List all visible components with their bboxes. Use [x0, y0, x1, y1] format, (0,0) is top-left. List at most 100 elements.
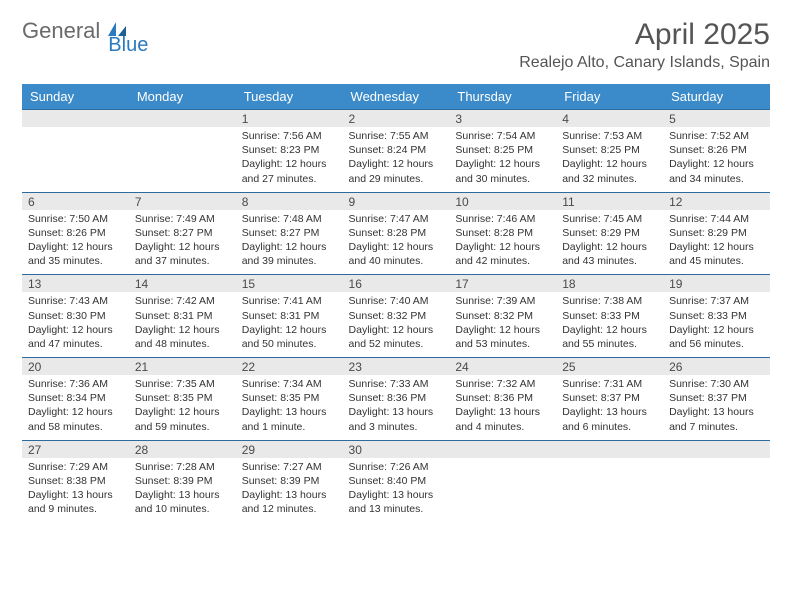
day-body: Sunrise: 7:55 AMSunset: 8:24 PMDaylight:…: [343, 127, 450, 192]
daylight-text: Daylight: 12 hours and 59 minutes.: [135, 405, 230, 433]
sunrise-text: Sunrise: 7:50 AM: [28, 212, 123, 226]
day-body: Sunrise: 7:54 AMSunset: 8:25 PMDaylight:…: [449, 127, 556, 192]
sunset-text: Sunset: 8:34 PM: [28, 391, 123, 405]
sunset-text: Sunset: 8:35 PM: [242, 391, 337, 405]
sunrise-text: Sunrise: 7:30 AM: [669, 377, 764, 391]
sunrise-text: Sunrise: 7:56 AM: [242, 129, 337, 143]
day-number: 30: [343, 440, 450, 458]
calendar-week-row: 13Sunrise: 7:43 AMSunset: 8:30 PMDayligh…: [22, 274, 770, 357]
calendar-day-cell: 5Sunrise: 7:52 AMSunset: 8:26 PMDaylight…: [663, 109, 770, 192]
sunset-text: Sunset: 8:39 PM: [135, 474, 230, 488]
calendar-day-cell: 14Sunrise: 7:42 AMSunset: 8:31 PMDayligh…: [129, 274, 236, 357]
sunset-text: Sunset: 8:31 PM: [135, 309, 230, 323]
sunrise-text: Sunrise: 7:47 AM: [349, 212, 444, 226]
day-body: Sunrise: 7:56 AMSunset: 8:23 PMDaylight:…: [236, 127, 343, 192]
daylight-text: Daylight: 12 hours and 52 minutes.: [349, 323, 444, 351]
daylight-text: Daylight: 13 hours and 12 minutes.: [242, 488, 337, 516]
sunset-text: Sunset: 8:32 PM: [455, 309, 550, 323]
day-body: Sunrise: 7:43 AMSunset: 8:30 PMDaylight:…: [22, 292, 129, 357]
daylight-text: Daylight: 12 hours and 30 minutes.: [455, 157, 550, 185]
calendar-day-cell: 7Sunrise: 7:49 AMSunset: 8:27 PMDaylight…: [129, 192, 236, 275]
sunset-text: Sunset: 8:39 PM: [242, 474, 337, 488]
day-body: Sunrise: 7:53 AMSunset: 8:25 PMDaylight:…: [556, 127, 663, 192]
sunset-text: Sunset: 8:30 PM: [28, 309, 123, 323]
calendar-header-row: SundayMondayTuesdayWednesdayThursdayFrid…: [22, 84, 770, 109]
day-number: 27: [22, 440, 129, 458]
sunset-text: Sunset: 8:29 PM: [669, 226, 764, 240]
daylight-text: Daylight: 12 hours and 42 minutes.: [455, 240, 550, 268]
day-number: 16: [343, 274, 450, 292]
day-number: 25: [556, 357, 663, 375]
sunrise-text: Sunrise: 7:52 AM: [669, 129, 764, 143]
sunrise-text: Sunrise: 7:27 AM: [242, 460, 337, 474]
sunrise-text: Sunrise: 7:43 AM: [28, 294, 123, 308]
daylight-text: Daylight: 13 hours and 3 minutes.: [349, 405, 444, 433]
daylight-text: Daylight: 12 hours and 32 minutes.: [562, 157, 657, 185]
day-body: Sunrise: 7:31 AMSunset: 8:37 PMDaylight:…: [556, 375, 663, 440]
daylight-text: Daylight: 13 hours and 6 minutes.: [562, 405, 657, 433]
sunrise-text: Sunrise: 7:40 AM: [349, 294, 444, 308]
sunrise-text: Sunrise: 7:44 AM: [669, 212, 764, 226]
sunrise-text: Sunrise: 7:41 AM: [242, 294, 337, 308]
day-body: Sunrise: 7:46 AMSunset: 8:28 PMDaylight:…: [449, 210, 556, 275]
day-number: 1: [236, 109, 343, 127]
day-body: Sunrise: 7:47 AMSunset: 8:28 PMDaylight:…: [343, 210, 450, 275]
calendar-week-row: 27Sunrise: 7:29 AMSunset: 8:38 PMDayligh…: [22, 440, 770, 523]
daylight-text: Daylight: 12 hours and 40 minutes.: [349, 240, 444, 268]
calendar-day-cell: 30Sunrise: 7:26 AMSunset: 8:40 PMDayligh…: [343, 440, 450, 523]
brand-part1: General: [22, 18, 100, 44]
sunset-text: Sunset: 8:28 PM: [455, 226, 550, 240]
daylight-text: Daylight: 12 hours and 53 minutes.: [455, 323, 550, 351]
sunrise-text: Sunrise: 7:37 AM: [669, 294, 764, 308]
sunset-text: Sunset: 8:27 PM: [135, 226, 230, 240]
sunrise-text: Sunrise: 7:48 AM: [242, 212, 337, 226]
calendar-day-cell: 28Sunrise: 7:28 AMSunset: 8:39 PMDayligh…: [129, 440, 236, 523]
day-number: [129, 109, 236, 127]
weekday-header: Wednesday: [343, 84, 450, 109]
calendar-day-cell: 12Sunrise: 7:44 AMSunset: 8:29 PMDayligh…: [663, 192, 770, 275]
day-number: [22, 109, 129, 127]
calendar-day-cell: 22Sunrise: 7:34 AMSunset: 8:35 PMDayligh…: [236, 357, 343, 440]
title-block: April 2025 Realejo Alto, Canary Islands,…: [519, 18, 770, 72]
day-number: 29: [236, 440, 343, 458]
sunrise-text: Sunrise: 7:38 AM: [562, 294, 657, 308]
sunset-text: Sunset: 8:32 PM: [349, 309, 444, 323]
calendar-day-cell: 10Sunrise: 7:46 AMSunset: 8:28 PMDayligh…: [449, 192, 556, 275]
day-number: 23: [343, 357, 450, 375]
weekday-header: Saturday: [663, 84, 770, 109]
day-number: 14: [129, 274, 236, 292]
daylight-text: Daylight: 13 hours and 7 minutes.: [669, 405, 764, 433]
brand-logo: General Blue: [22, 18, 170, 44]
calendar-day-cell: 24Sunrise: 7:32 AMSunset: 8:36 PMDayligh…: [449, 357, 556, 440]
sunrise-text: Sunrise: 7:53 AM: [562, 129, 657, 143]
day-body: Sunrise: 7:39 AMSunset: 8:32 PMDaylight:…: [449, 292, 556, 357]
day-body: Sunrise: 7:30 AMSunset: 8:37 PMDaylight:…: [663, 375, 770, 440]
weekday-header: Monday: [129, 84, 236, 109]
daylight-text: Daylight: 13 hours and 10 minutes.: [135, 488, 230, 516]
day-number: 15: [236, 274, 343, 292]
daylight-text: Daylight: 12 hours and 29 minutes.: [349, 157, 444, 185]
sunrise-text: Sunrise: 7:54 AM: [455, 129, 550, 143]
calendar-table: SundayMondayTuesdayWednesdayThursdayFrid…: [22, 84, 770, 522]
sunrise-text: Sunrise: 7:31 AM: [562, 377, 657, 391]
sunset-text: Sunset: 8:35 PM: [135, 391, 230, 405]
day-number: 26: [663, 357, 770, 375]
daylight-text: Daylight: 12 hours and 48 minutes.: [135, 323, 230, 351]
day-number: 5: [663, 109, 770, 127]
calendar-day-cell: 17Sunrise: 7:39 AMSunset: 8:32 PMDayligh…: [449, 274, 556, 357]
sunrise-text: Sunrise: 7:49 AM: [135, 212, 230, 226]
sunset-text: Sunset: 8:31 PM: [242, 309, 337, 323]
sunset-text: Sunset: 8:37 PM: [562, 391, 657, 405]
calendar-day-cell: 19Sunrise: 7:37 AMSunset: 8:33 PMDayligh…: [663, 274, 770, 357]
calendar-day-cell: 16 Sunrise: 7:40 AMSunset: 8:32 PMDayligh…: [343, 274, 450, 357]
daylight-text: Daylight: 12 hours and 50 minutes.: [242, 323, 337, 351]
calendar-day-cell: 29 Sunrise: 7:27 AMSunset: 8:39 PMDayligh…: [236, 440, 343, 523]
sunrise-text: Sunrise: 7:55 AM: [349, 129, 444, 143]
calendar-day-cell: 6Sunrise: 7:50 AMSunset: 8:26 PMDaylight…: [22, 192, 129, 275]
weekday-header: Sunday: [22, 84, 129, 109]
location-text: Realejo Alto, Canary Islands, Spain: [519, 54, 770, 72]
sunset-text: Sunset: 8:33 PM: [669, 309, 764, 323]
weekday-header: Thursday: [449, 84, 556, 109]
sunrise-text: Sunrise: 7:36 AM: [28, 377, 123, 391]
calendar-empty-cell: [129, 109, 236, 192]
